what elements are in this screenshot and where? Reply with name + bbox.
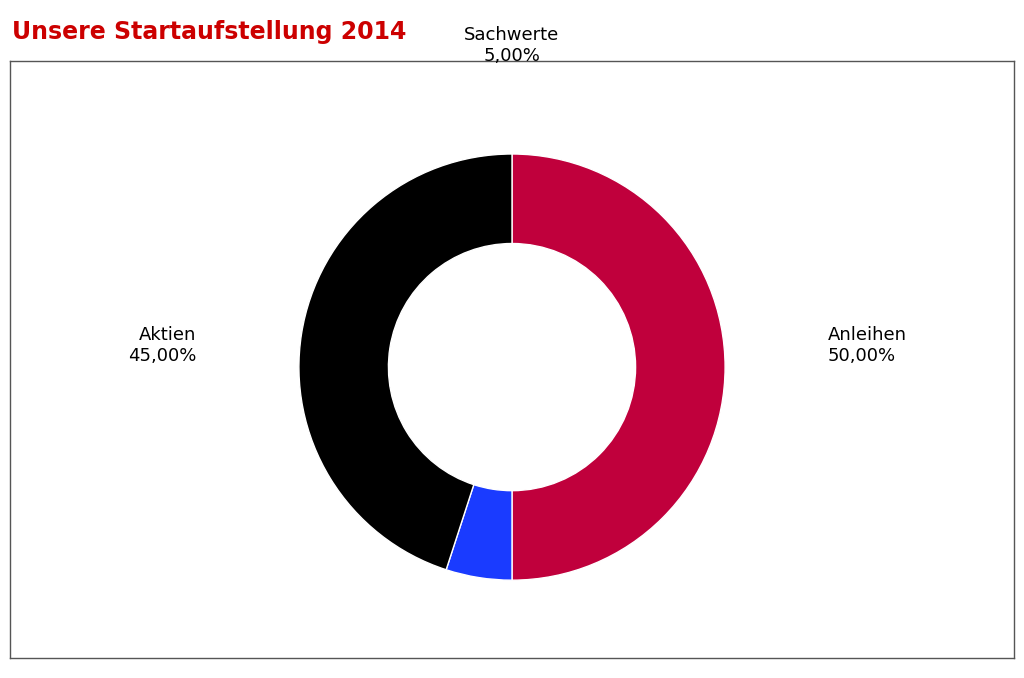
Wedge shape xyxy=(299,154,512,570)
Wedge shape xyxy=(446,485,512,580)
Wedge shape xyxy=(512,154,725,580)
Text: Sachwerte
5,00%: Sachwerte 5,00% xyxy=(464,26,560,64)
Text: Anleihen
50,00%: Anleihen 50,00% xyxy=(827,326,906,365)
Text: Aktien
45,00%: Aktien 45,00% xyxy=(128,326,197,365)
Text: Unsere Startaufstellung 2014: Unsere Startaufstellung 2014 xyxy=(12,20,407,44)
